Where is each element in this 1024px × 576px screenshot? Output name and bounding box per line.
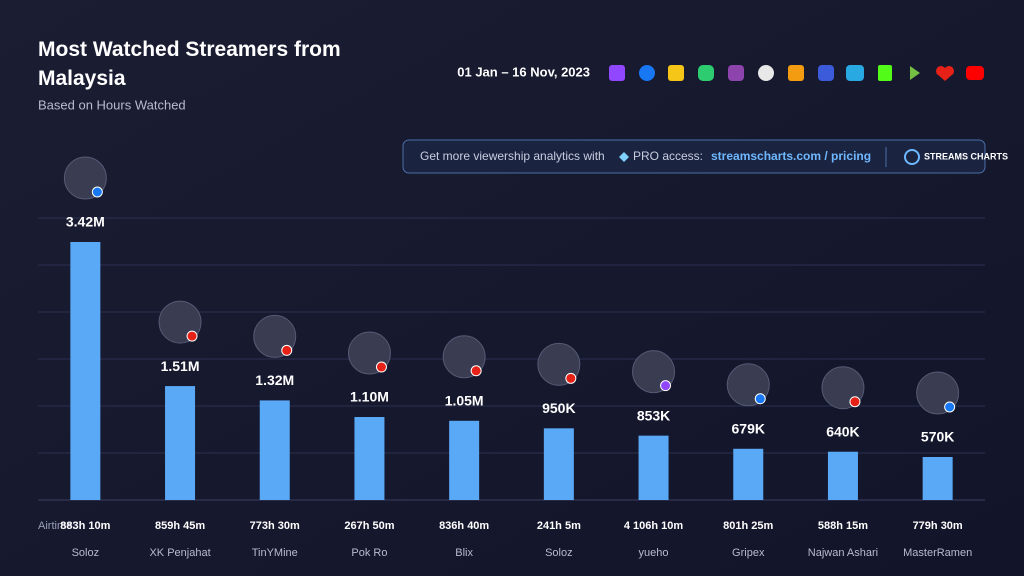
value-label: 853K bbox=[637, 407, 670, 423]
airtime: 588h 15m bbox=[818, 520, 868, 532]
logo-text: STREAMS CHARTS bbox=[924, 151, 1008, 161]
x-tick-label: Najwan Ashari bbox=[808, 547, 878, 559]
platform-badge bbox=[565, 372, 577, 384]
diamond-icon bbox=[619, 152, 629, 162]
x-tick-label: Soloz bbox=[545, 547, 573, 559]
airtime: 801h 25m bbox=[723, 520, 773, 532]
bar bbox=[70, 242, 101, 500]
platform-badge bbox=[281, 344, 293, 356]
chart-title: Most Watched Streamers from Malaysia bbox=[38, 38, 346, 90]
platform-badge bbox=[375, 361, 387, 373]
bar bbox=[259, 400, 290, 500]
bar bbox=[165, 386, 196, 500]
platform-badge bbox=[944, 401, 956, 413]
date-range: 01 Jan – 16 Nov, 2023 bbox=[457, 64, 590, 79]
bar bbox=[733, 448, 764, 500]
platform-icons bbox=[609, 65, 984, 81]
airtime: 836h 40m bbox=[439, 520, 489, 532]
airtime: 779h 30m bbox=[913, 520, 963, 532]
bar bbox=[543, 428, 574, 500]
banner-box bbox=[402, 139, 986, 174]
promo-banner[interactable]: Get more viewership analytics with PRO a… bbox=[402, 139, 1008, 174]
x-tick-label: MasterRamen bbox=[903, 547, 972, 559]
platform-badge bbox=[470, 365, 482, 377]
logo-icon bbox=[904, 149, 920, 165]
platform-badge bbox=[849, 396, 861, 408]
value-label: 570K bbox=[921, 429, 954, 445]
value-label: 950K bbox=[542, 400, 575, 416]
bar bbox=[638, 435, 669, 500]
banner-text: Get more viewership analytics with bbox=[420, 149, 605, 163]
bar bbox=[922, 457, 953, 500]
bar bbox=[354, 417, 385, 500]
x-tick-label: Pok Ro bbox=[351, 547, 387, 559]
banner-pro: PRO access: bbox=[633, 149, 703, 163]
platform-badge bbox=[186, 330, 198, 342]
value-label: 3.42M bbox=[66, 214, 105, 230]
airtime: 773h 30m bbox=[250, 520, 300, 532]
x-tick-label: Gripex bbox=[732, 547, 765, 559]
x-tick-label: yueho bbox=[639, 547, 669, 559]
platform-badge bbox=[91, 186, 103, 198]
value-label: 640K bbox=[826, 423, 859, 439]
airtime-label: Airtime: bbox=[38, 520, 75, 532]
value-label: 1.32M bbox=[255, 372, 294, 388]
airtime: 859h 45m bbox=[155, 520, 205, 532]
grid bbox=[38, 217, 985, 501]
platform-badge bbox=[660, 380, 672, 392]
airtime: 883h 10m bbox=[60, 520, 110, 532]
airtime: 241h 5m bbox=[537, 520, 581, 532]
airtime: 267h 50m bbox=[344, 520, 394, 532]
value-label: 1.51M bbox=[161, 358, 200, 374]
bar bbox=[449, 420, 480, 500]
bar bbox=[827, 451, 858, 500]
airtime: 4 106h 10m bbox=[624, 520, 684, 532]
banner-link[interactable]: streamscharts.com / pricing bbox=[711, 149, 871, 163]
x-tick-label: Soloz bbox=[72, 547, 100, 559]
value-label: 1.05M bbox=[445, 392, 484, 408]
x-tick-label: TinYMine bbox=[252, 547, 298, 559]
value-label: 1.10M bbox=[350, 389, 389, 405]
value-label: 679K bbox=[732, 420, 765, 436]
platform-badge bbox=[754, 393, 766, 405]
chart-subtitle: Based on Hours Watched bbox=[38, 97, 186, 112]
x-tick-label: XK Penjahat bbox=[149, 547, 210, 559]
x-tick-label: Blix bbox=[455, 547, 473, 559]
